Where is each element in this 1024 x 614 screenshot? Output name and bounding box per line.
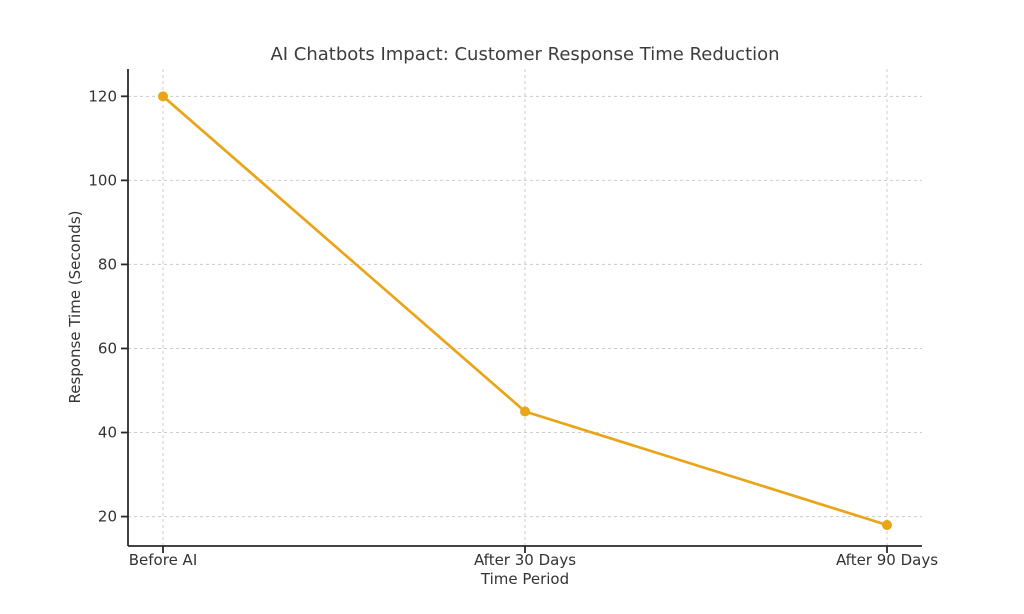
y-tick-label: 120	[88, 87, 117, 105]
x-axis-label: Time Period	[480, 570, 570, 588]
y-tick-label: 40	[98, 424, 117, 442]
y-tick-label: 100	[88, 171, 117, 189]
data-point-marker	[158, 91, 168, 102]
x-tick-label: After 90 Days	[836, 551, 938, 569]
y-tick-label: 80	[98, 255, 117, 273]
y-tick-label: 20	[98, 508, 117, 526]
y-tick-label: 60	[98, 339, 117, 357]
x-tick-label: Before AI	[129, 551, 198, 569]
x-tick-label: After 30 Days	[474, 551, 576, 569]
data-point-marker	[520, 406, 530, 417]
chart-title: AI Chatbots Impact: Customer Response Ti…	[270, 44, 780, 65]
data-point-marker	[882, 519, 892, 530]
y-axis-label: Response Time (Seconds)	[66, 210, 84, 404]
